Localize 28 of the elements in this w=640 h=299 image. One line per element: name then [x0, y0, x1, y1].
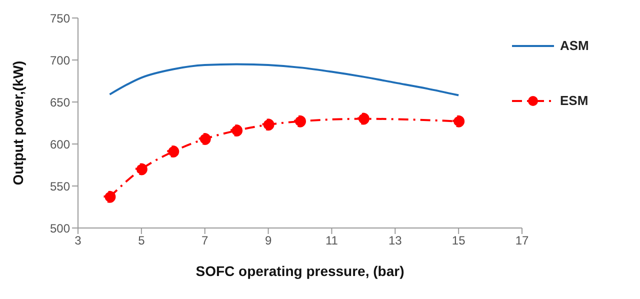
- x-tick-label: 9: [264, 234, 272, 248]
- line-series: [108, 63, 460, 96]
- point: [198, 132, 211, 145]
- y-axis-title: Output power,(kW): [10, 60, 26, 186]
- x-tick-label: 13: [388, 234, 402, 248]
- x-tick-label: 15: [452, 234, 466, 248]
- point: [104, 190, 116, 203]
- x-tick-label: 17: [515, 234, 529, 248]
- x-tick-label: 5: [138, 234, 146, 248]
- point: [294, 115, 306, 128]
- y-tick-label: 700: [50, 53, 70, 68]
- x-axis-title: SOFC operating pressure, (bar): [196, 263, 404, 279]
- x-tick-label: 11: [325, 234, 338, 248]
- point: [167, 146, 180, 158]
- y-tick-label: 500: [50, 221, 70, 236]
- point: [452, 115, 465, 128]
- x-tick-label: 7: [202, 234, 209, 248]
- legend-label: ESM: [560, 93, 588, 108]
- legend-label: ASM: [560, 38, 589, 53]
- point: [357, 112, 370, 125]
- y-tick-label: 650: [50, 95, 70, 110]
- point: [262, 118, 274, 131]
- y-tick-label: 600: [50, 137, 70, 152]
- x-tick-label: 3: [74, 234, 82, 248]
- y-tick-label: 550: [50, 179, 70, 194]
- point: [135, 163, 148, 176]
- point: [230, 124, 243, 137]
- y-tick-label: 750: [50, 11, 70, 26]
